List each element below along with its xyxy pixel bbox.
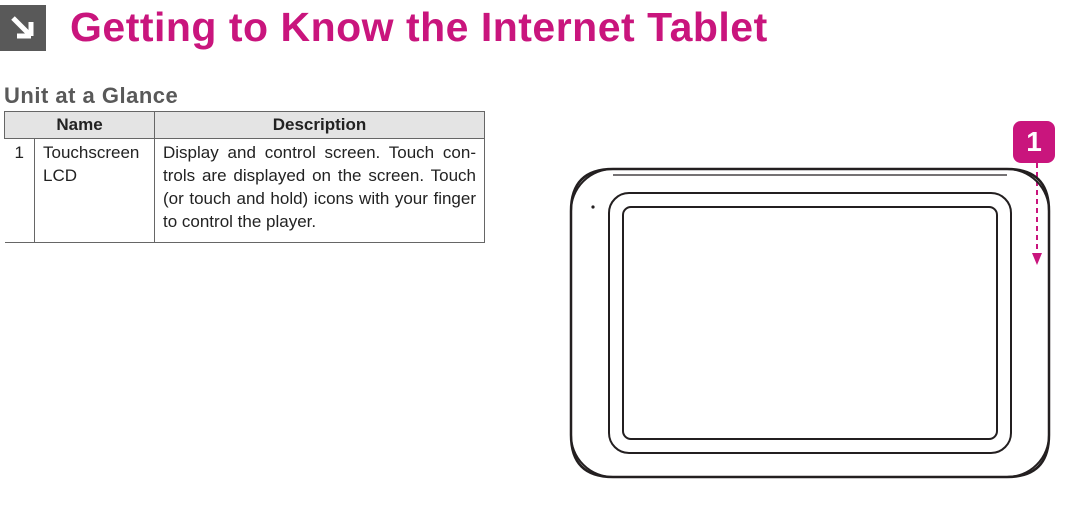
content-row: Name Description 1 Touchscreen LCD Displ… — [0, 111, 1087, 481]
tablet-outline-icon — [565, 163, 1055, 488]
row-description: Display and control screen. Touch con­tr… — [155, 139, 485, 243]
arrow-down-right-icon — [0, 5, 46, 51]
row-number: 1 — [5, 139, 35, 243]
callout-badge: 1 — [1013, 121, 1055, 163]
glance-table: Name Description 1 Touchscreen LCD Displ… — [4, 111, 485, 243]
col-desc-header: Description — [155, 112, 485, 139]
col-name-header: Name — [5, 112, 155, 139]
page-title: Getting to Know the Internet Tablet — [70, 4, 768, 51]
table-row: 1 Touchscreen LCD Display and control sc… — [5, 139, 485, 243]
page-heading: Getting to Know the Internet Tablet — [0, 0, 1087, 57]
callout-label: 1 — [1026, 126, 1042, 158]
section-title: Unit at a Glance — [4, 83, 1087, 109]
tablet-diagram: 1 — [555, 121, 1075, 481]
row-name: Touchscreen LCD — [35, 139, 155, 243]
